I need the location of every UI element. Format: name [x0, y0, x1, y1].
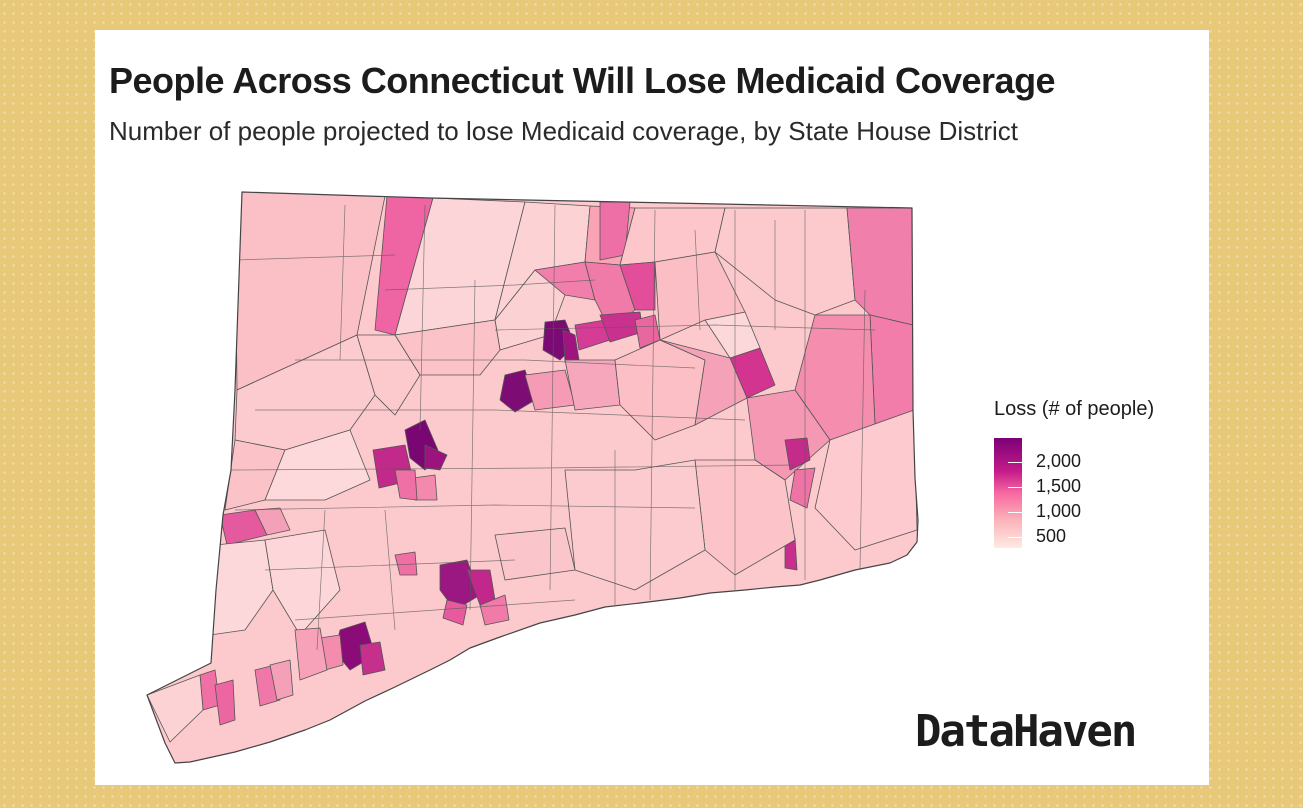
- district-region: [214, 679, 236, 726]
- district-region: [264, 529, 341, 636]
- district-region: [394, 469, 418, 501]
- district-region: [814, 409, 918, 551]
- chart-subtitle: Number of people projected to lose Medic…: [109, 116, 1019, 146]
- district-region: [394, 551, 418, 576]
- district-region: [294, 627, 328, 681]
- legend-label-1000: 1,000: [1036, 501, 1082, 521]
- chart-card: People Across Connecticut Will Lose Medi…: [95, 30, 1209, 785]
- legend-label-500: 500: [1036, 526, 1067, 546]
- legend-title: Loss (# of people): [994, 398, 1155, 420]
- district-region: [654, 251, 746, 341]
- district-region: [147, 674, 204, 743]
- district-region: [356, 334, 421, 416]
- legend-tick: [1008, 462, 1022, 463]
- district-region: [264, 429, 371, 501]
- legend-color-bar: [994, 438, 1022, 548]
- district-region: [424, 444, 448, 471]
- legend-label-2000: 2,000: [1036, 451, 1082, 471]
- district-region: [619, 261, 656, 311]
- legend-tick: [1008, 487, 1022, 488]
- district-region: [784, 437, 811, 471]
- connecticut-district-map: [146, 191, 919, 764]
- district-region: [269, 659, 294, 701]
- district-region: [479, 594, 510, 626]
- district-region: [442, 599, 468, 626]
- legend-tick: [1008, 512, 1022, 513]
- legend-tick: [1008, 537, 1022, 538]
- chart-title: People Across Connecticut Will Lose Medi…: [109, 60, 1056, 101]
- datahaven-logo: DataHaven: [915, 706, 1137, 757]
- district-region: [254, 507, 291, 536]
- district-region: [564, 359, 621, 411]
- district-region: [659, 339, 748, 426]
- legend-label-1500: 1,500: [1036, 476, 1082, 496]
- district-region: [789, 467, 816, 509]
- district-region: [359, 641, 386, 676]
- district-region: [564, 459, 706, 591]
- district-region: [869, 314, 915, 426]
